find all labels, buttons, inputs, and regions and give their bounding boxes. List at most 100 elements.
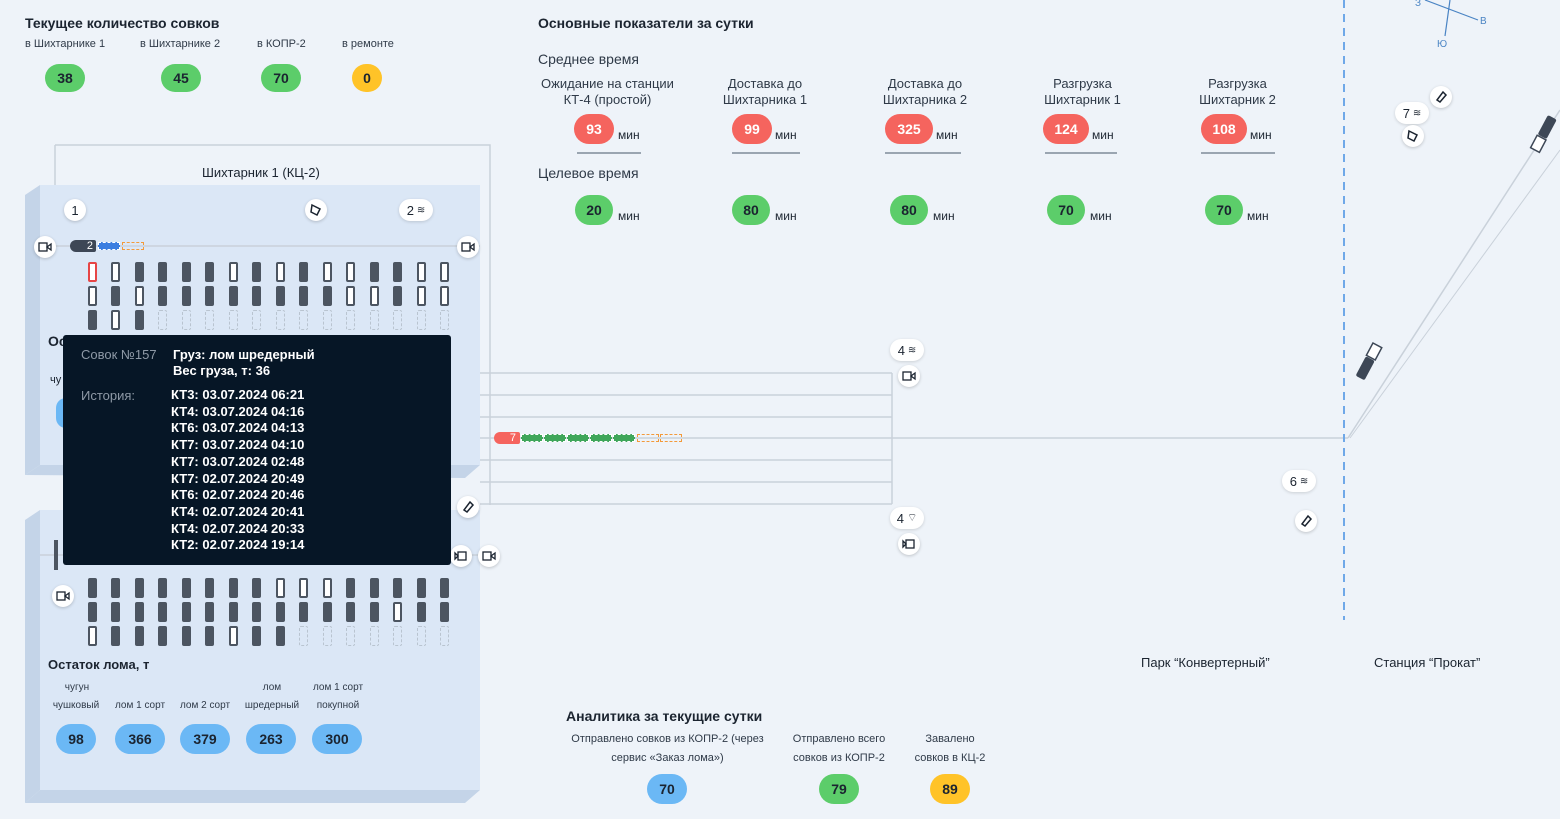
analytics-sent-service-badge: 70 [647,774,687,804]
point-2-badge[interactable]: 2 ≋ [399,199,433,221]
scrap-pig-iron-badge: 98 [56,724,96,754]
shed2-wagon-grid [88,578,458,648]
history-item: КТ4: 02.07.2024 20:33 [171,520,305,536]
camera-icon[interactable] [898,533,920,555]
analytics-title: Аналитика за текущие сутки [566,708,763,724]
compass-south-label: Ю [1437,39,1448,50]
target-delivery2-badge: 80 [890,195,928,225]
analytics-label: Отправлено совков из КОПР-2 (через серви… [571,733,764,764]
point-6-badge[interactable]: 6 ≋ [1282,470,1316,492]
weight-scale-icon[interactable] [1295,510,1317,532]
kpi-label: Ожидание на станции КТ-4 (простой) [541,76,674,107]
point-1-badge[interactable]: 1 [64,199,86,221]
camera-icon[interactable] [898,365,920,387]
history-item: КТ7: 03.07.2024 02:48 [171,453,305,469]
unit-label: мин [933,209,955,223]
signal-icon: ≋ [907,344,917,356]
count-label: в КОПР-2 [257,38,306,50]
unit-label: мин [936,128,958,142]
train-7[interactable]: 7 [494,432,684,444]
wagon-loaded [613,434,635,442]
daily-title: Основные показатели за сутки [538,15,754,31]
divider [732,152,800,154]
target-kt4-wait-badge: 20 [575,195,613,225]
avg-kt4-wait-badge: 93 [574,114,614,144]
weight-scale-icon[interactable] [1402,125,1424,147]
analytics-label: Отправлено всего совков из КОПР-2 [792,733,886,764]
locomotive-icon [1529,115,1557,154]
weight-scale-icon[interactable] [457,496,479,518]
history-item: КТ7: 03.07.2024 04:10 [171,437,305,453]
target-unload1-badge: 70 [1047,195,1085,225]
weight-scale-icon[interactable] [1430,86,1452,108]
wagon-empty [660,434,682,442]
wagon-loaded [98,242,120,250]
kpi-label: Разгрузка Шихтарник 1 [1044,76,1121,107]
camera-icon[interactable] [52,585,74,607]
divider [577,152,641,154]
train-2[interactable]: 2 [70,240,146,252]
kpi-label: Разгрузка Шихтарник 2 [1199,76,1276,107]
locomotive-number: 7 [494,432,520,444]
scrap-label: чушковый [52,700,100,711]
signal-icon: ≋ [1412,107,1422,119]
shed1-wagon-grid [88,262,458,332]
divider [1045,152,1117,154]
point-number: 7 [1402,105,1410,121]
point-7-badge[interactable]: 7 ≋ [1395,102,1429,124]
signal-icon: ≋ [416,204,426,216]
count-repair-badge: 0 [352,64,382,92]
camera-icon[interactable] [34,236,56,258]
unit-label: мин [1092,128,1114,142]
scrap-grade1-badge: 366 [115,724,165,754]
scrap-label-top: чугун [64,682,90,693]
point-number: 4 [896,510,904,526]
history-item: КТ3: 03.07.2024 06:21 [171,387,305,402]
count-label: в Шихтарнике 2 [140,38,221,50]
tooltip-car-label: Совок №157 [81,347,157,362]
kpi-label: Доставка до Шихтарника 2 [882,76,968,107]
avg-delivery2-badge: 325 [885,114,933,144]
unit-label: мин [618,128,640,142]
wifi-icon: ⌔ [906,512,918,524]
stopper [54,540,58,570]
tooltip-weight: Вес груза, т: 36 [173,363,271,378]
unit-label: мин [1250,128,1272,142]
tooltip-cargo: Груз: лом шредерный [173,347,315,362]
scrap-shredded-badge: 263 [246,724,296,754]
avg-unload1-badge: 124 [1043,114,1089,144]
scrap-label-top: лом [262,682,282,693]
scrap-grade2-badge: 379 [180,724,230,754]
point-4-badge[interactable]: 4 ≋ [890,339,924,361]
shed1-title: Шихтарник 1 (КЦ-2) [202,165,320,180]
avg-delivery1-badge: 99 [732,114,772,144]
compass-east-label: В [1480,16,1487,27]
camera-icon[interactable] [450,545,472,567]
point-number: 6 [1289,473,1297,489]
point-number: 2 [406,202,414,218]
history-item: КТ4: 03.07.2024 04:16 [171,403,305,419]
weight-scale-icon[interactable] [305,199,327,221]
avg-unload2-badge: 108 [1201,114,1247,144]
count-shikhtarnik1-badge: 38 [45,64,85,92]
avg-time-title: Среднее время [538,51,639,67]
shed1-partial-title: Ос [48,333,67,349]
camera-icon[interactable] [457,236,479,258]
compass-west-label: З [1415,0,1422,9]
unit-label: мин [618,209,640,223]
history-item: КТ6: 03.07.2024 04:13 [171,420,305,436]
point-number: 4 [897,342,905,358]
wagon-empty [122,242,144,250]
target-time-title: Целевое время [538,165,639,181]
locomotive-number: 2 [70,240,96,252]
counts-title: Текущее количество совков [25,15,220,31]
scrap-label: шредерный [244,700,300,711]
history-item: КТ2: 02.07.2024 19:14 [171,537,305,553]
camera-icon[interactable] [478,545,500,567]
target-delivery1-badge: 80 [732,195,770,225]
point-4-wifi-badge[interactable]: 4 ⌔ [890,507,924,529]
park-label: Парк “Конвертерный” [1141,655,1270,670]
shed1-partial-label: чу [50,374,62,386]
history-item: КТ6: 02.07.2024 20:46 [171,487,305,503]
divider [885,152,961,154]
